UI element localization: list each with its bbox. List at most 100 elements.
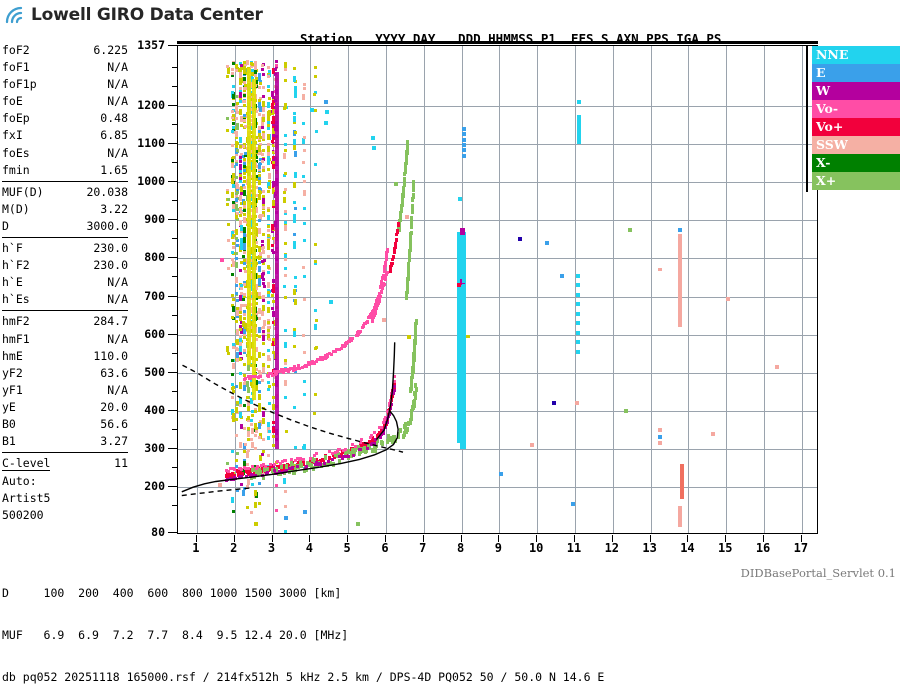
legend-item-x[interactable]: X-: [812, 154, 900, 172]
echo-pixel: [272, 136, 276, 140]
legend-item-x[interactable]: X+: [812, 172, 900, 190]
echo-pixel: [243, 171, 247, 175]
echo-pixel: [261, 152, 265, 156]
echo-pixel: [258, 406, 262, 413]
echo-pixel: [385, 421, 389, 425]
echo-pixel: [246, 395, 250, 399]
echo-pixel: [242, 243, 246, 250]
echo-pixel: [393, 375, 397, 379]
echo-pixel: [406, 145, 410, 150]
echo-pixel: [366, 447, 370, 451]
echo-pixel: [293, 175, 297, 179]
echo-pixel: [414, 383, 418, 389]
echo-pixel: [231, 177, 235, 184]
echo-pixel: [231, 143, 235, 147]
servlet-version: DIDBasePortal_Servlet 0.1: [740, 566, 896, 580]
param-value: 0.48: [100, 111, 128, 126]
auto-line: Auto:: [2, 474, 37, 488]
echo-pixel: [314, 324, 318, 331]
echo-pixel: [658, 440, 663, 445]
echo-pixel: [254, 502, 258, 509]
echo-pixel: [302, 122, 306, 126]
echo-pixel: [226, 189, 230, 193]
echo-pixel: [278, 370, 282, 374]
param-row: D 3000.0: [2, 218, 128, 235]
echo-pixel: [242, 175, 246, 179]
echo-pixel: [254, 203, 258, 207]
echo-pixel: [393, 385, 397, 389]
echo-pixel: [529, 443, 534, 448]
ionogram-plot[interactable]: [177, 45, 818, 534]
echo-pixel: [305, 460, 309, 466]
echo-pixel: [315, 451, 319, 455]
echo-pixel: [242, 403, 246, 407]
echo-pixel: [239, 238, 243, 245]
echo-pixel: [231, 241, 235, 245]
echo-pixel: [403, 431, 407, 437]
param-key: foF1p: [2, 77, 37, 92]
echo-pixel: [258, 252, 262, 256]
param-row: foF2 6.225: [2, 42, 128, 59]
interference-column: [274, 71, 279, 450]
legend-item-e[interactable]: E: [812, 64, 900, 82]
echo-pixel: [243, 200, 247, 204]
x-tick-label: 6: [381, 541, 389, 555]
echo-pixel: [320, 358, 324, 362]
echo-pixel: [258, 246, 262, 253]
echo-pixel: [262, 115, 265, 122]
echo-pixel: [380, 425, 384, 429]
echo-pixel: [235, 183, 239, 190]
grid-line-horizontal: [178, 449, 817, 451]
echo-pixel: [243, 269, 247, 273]
echo-pixel: [239, 108, 243, 115]
echo-pixel: [262, 108, 266, 112]
echo-pixel: [462, 296, 467, 302]
echo-pixel: [267, 190, 270, 194]
echo-pixel: [272, 163, 276, 170]
interference-column: [576, 115, 581, 144]
echo-pixel: [231, 408, 235, 415]
x-tick: [195, 535, 197, 542]
echo-pixel: [226, 345, 230, 352]
echo-pixel: [258, 403, 262, 410]
echo-pixel: [235, 229, 239, 236]
legend-item-w[interactable]: W: [812, 82, 900, 100]
echo-pixel: [238, 159, 242, 163]
y-tick-minor: [172, 352, 177, 354]
echo-pixel: [261, 206, 265, 210]
echo-pixel: [283, 224, 287, 231]
echo-pixel: [462, 253, 467, 259]
echo-pixel: [258, 105, 262, 112]
legend-item-ssw[interactable]: SSW: [812, 136, 900, 154]
legend-item-vo[interactable]: Vo+: [812, 118, 900, 136]
echo-pixel: [466, 334, 471, 338]
legend-item-nne[interactable]: NNE: [812, 46, 900, 64]
y-tick-label: 1200: [137, 97, 165, 112]
echo-pixel: [266, 84, 270, 88]
echo-pixel: [293, 171, 297, 175]
echo-pixel: [271, 229, 275, 233]
echo-pixel: [254, 140, 258, 144]
echo-pixel: [238, 170, 242, 174]
echo-pixel: [246, 419, 250, 423]
echo-pixel: [257, 351, 261, 358]
echo-pixel: [362, 324, 366, 328]
footer-info: D 100 200 400 600 800 1000 1500 3000 [km…: [2, 558, 604, 698]
echo-pixel: [247, 479, 251, 486]
param-value: N/A: [107, 292, 128, 307]
param-group-separator: [2, 180, 128, 182]
echo-pixel: [314, 74, 318, 78]
echo-pixel: [302, 93, 306, 100]
echo-pixel: [247, 427, 251, 431]
echo-pixel: [275, 466, 279, 472]
legend-divider: [806, 46, 808, 192]
echo-pixel: [239, 425, 243, 429]
x-tick: [725, 535, 727, 542]
echo-pixel: [250, 423, 254, 427]
echo-pixel: [271, 202, 275, 206]
echo-pixel: [238, 335, 242, 339]
legend-item-vo[interactable]: Vo-: [812, 100, 900, 118]
echo-pixel: [376, 438, 380, 444]
echo-pixel: [406, 142, 410, 147]
echo-pixel: [283, 197, 287, 204]
